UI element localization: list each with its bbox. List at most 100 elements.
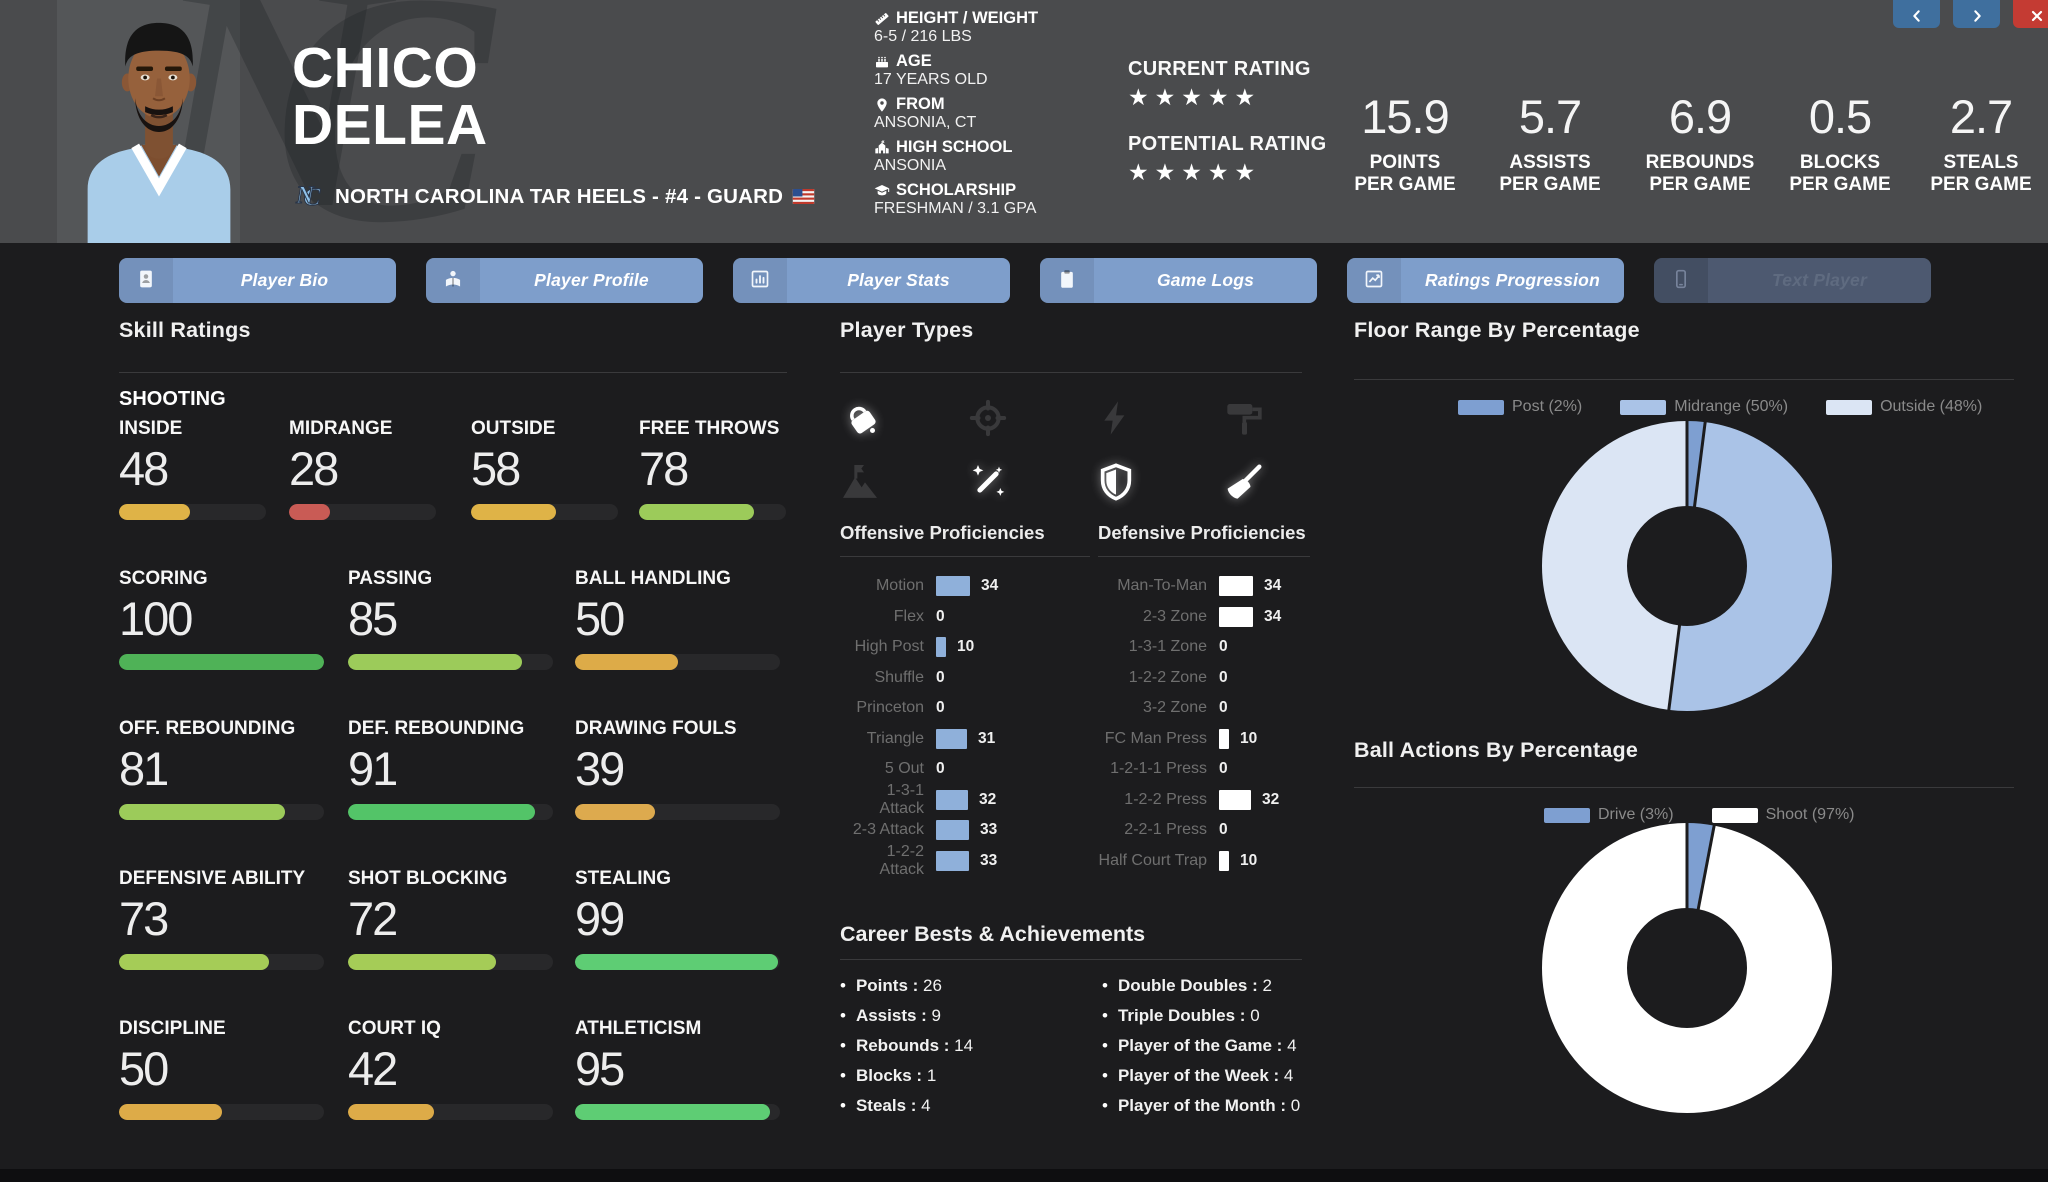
star-row: ★★★★★ bbox=[1128, 159, 1262, 185]
divider bbox=[840, 556, 1090, 557]
skill-value: 28 bbox=[289, 442, 339, 495]
proficiency-bar bbox=[1219, 789, 1251, 810]
career-item: Player of the Week : 4 bbox=[1102, 1066, 1300, 1088]
skill-label: BALL HANDLING bbox=[575, 568, 731, 589]
tab-label: Player Profile bbox=[534, 270, 649, 290]
legend-swatch bbox=[1544, 807, 1590, 823]
skill-label: PASSING bbox=[348, 568, 433, 589]
proficiency-bar bbox=[936, 576, 970, 596]
career-item: Blocks : 1 bbox=[840, 1066, 973, 1088]
proficiency-title: Offensive Proficiencies bbox=[840, 522, 1045, 543]
id-card-icon bbox=[136, 269, 156, 292]
tab-player-bio[interactable]: Player Bio bbox=[119, 258, 396, 303]
proficiency-row: Princeton 0 bbox=[840, 697, 1090, 719]
bio-value: 17 YEARS OLD bbox=[874, 71, 988, 88]
bio-label-text: SCHOLARSHIP bbox=[896, 181, 1017, 199]
stat-value: 15.9 bbox=[1361, 90, 1449, 143]
proficiency-row: Motion 34 bbox=[840, 575, 1090, 597]
chart-line-icon bbox=[1364, 269, 1384, 292]
career-item: Player of the Month : 0 bbox=[1102, 1096, 1300, 1118]
proficiency-row: 1-3-1 Attack 32 bbox=[840, 782, 1090, 817]
skill-bar-fill bbox=[119, 654, 324, 670]
bio-label: FROM bbox=[874, 95, 1104, 114]
legend-label: Outside (48%) bbox=[1880, 398, 1983, 415]
bucket-icon bbox=[840, 398, 880, 438]
proficiency-value: 32 bbox=[979, 790, 997, 808]
career-bests-section: Career Bests & Achievements Points : 26 A… bbox=[840, 922, 1310, 1115]
skill-bar-track bbox=[575, 1104, 780, 1120]
donut-slice-midrange bbox=[1542, 421, 1832, 711]
skill-value: 48 bbox=[119, 442, 169, 495]
bio-label: AGE bbox=[874, 52, 1104, 71]
proficiency-value: 0 bbox=[1219, 760, 1228, 777]
next-button[interactable] bbox=[1953, 0, 2000, 28]
team-watermark-logo: NC bbox=[150, 0, 494, 243]
skill-ratings-section: Skill Ratings SHOOTING INSIDE 48 MIDRANGE 2… bbox=[119, 310, 787, 1170]
tab-ratings-progression[interactable]: Ratings Progression bbox=[1347, 258, 1624, 303]
skill-value: 81 bbox=[119, 742, 169, 795]
profile-tabs: Player Bio Player Profile Player Stats Game… bbox=[0, 258, 2048, 304]
star-ratings: CURRENT RATING ★★★★★ POTENTIAL RATING ★★★★★ bbox=[1128, 58, 1327, 208]
proficiency-row: 1-3-1 Zone 0 bbox=[1098, 636, 1310, 658]
skill-value: 100 bbox=[119, 592, 193, 645]
proficiency-value: 0 bbox=[936, 760, 945, 777]
bolt-icon bbox=[1096, 398, 1136, 438]
legend-item: Drive (3%) bbox=[1544, 806, 1674, 824]
stat-label: BLOCKS PER GAME bbox=[1789, 152, 1891, 195]
skill-value: 78 bbox=[639, 442, 689, 495]
legend-label: Post (2%) bbox=[1512, 398, 1583, 415]
stat-label: POINTS PER GAME bbox=[1354, 152, 1456, 195]
divider bbox=[1354, 787, 2014, 788]
proficiency-value: 0 bbox=[1219, 668, 1228, 686]
player-bio-list: HEIGHT / WEIGHT 6-5 / 216 LBS AGE 17 YEARS … bbox=[874, 9, 1104, 224]
skill-stealing: STEALING 99 bbox=[575, 868, 780, 970]
skill-label: COURT IQ bbox=[348, 1018, 441, 1039]
tab-label: Game Logs bbox=[1156, 270, 1255, 290]
skill-bar-track bbox=[119, 654, 324, 670]
proficiency-label: 1-2-1-1 Press bbox=[1110, 760, 1207, 777]
skill-value: 91 bbox=[348, 742, 398, 795]
skill-drawing-fouls: DRAWING FOULS 39 bbox=[575, 718, 780, 820]
bio-label-text: HEIGHT / WEIGHT bbox=[896, 9, 1039, 27]
proficiency-label: 3-2 Zone bbox=[1142, 699, 1207, 716]
proficiency-value: 10 bbox=[1240, 851, 1258, 869]
stat-column: 5.7 ASSISTS PER GAME bbox=[1475, 92, 1625, 196]
skill-bar-track bbox=[348, 1104, 553, 1120]
proficiency-bar bbox=[936, 789, 968, 810]
proficiency-bar bbox=[1219, 576, 1253, 596]
proficiency-label: 1-2-2 Attack bbox=[879, 842, 924, 878]
bio-label: HEIGHT / WEIGHT bbox=[874, 9, 1104, 28]
proficiency-row: Flex 0 bbox=[840, 606, 1090, 628]
skill-label: OFF. REBOUNDING bbox=[119, 718, 296, 739]
tab-text-player[interactable]: Text Player bbox=[1654, 258, 1931, 303]
proficiency-label: 1-3-1 Zone bbox=[1128, 638, 1207, 655]
player-avatar bbox=[87, 22, 231, 243]
skill-value: 50 bbox=[575, 592, 625, 645]
tab-game-logs[interactable]: Game Logs bbox=[1040, 258, 1317, 303]
tab-player-stats[interactable]: Player Stats bbox=[733, 258, 1010, 303]
rating-block: POTENTIAL RATING ★★★★★ bbox=[1128, 133, 1327, 186]
proficiency-bar bbox=[936, 850, 969, 871]
skill-bar-track bbox=[471, 504, 618, 520]
proficiency-value: 0 bbox=[936, 699, 945, 716]
player-first-name: CHICO bbox=[292, 36, 479, 100]
skill-off-rebounding: OFF. REBOUNDING 81 bbox=[119, 718, 324, 820]
prev-button[interactable] bbox=[1893, 0, 1940, 28]
proficiency-row: 2-3 Attack 33 bbox=[840, 819, 1090, 841]
svg-text:N: N bbox=[295, 183, 315, 209]
proficiency-label: Princeton bbox=[856, 699, 924, 716]
tab-player-profile[interactable]: Player Profile bbox=[426, 258, 703, 303]
middle-column: Player Types Offensive Proficiencies Moti… bbox=[840, 310, 1310, 1170]
career-item: Steals : 4 bbox=[840, 1096, 973, 1118]
legend-swatch bbox=[1826, 399, 1873, 415]
skill-midrange: MIDRANGE 28 bbox=[289, 418, 436, 520]
career-item: Rebounds : 14 bbox=[840, 1036, 973, 1058]
stat-label: STEALS PER GAME bbox=[1930, 152, 2032, 195]
broom-icon bbox=[1224, 462, 1264, 502]
skill-inside: INSIDE 48 bbox=[119, 418, 266, 520]
skill-bar-fill bbox=[119, 954, 269, 970]
book-user-icon bbox=[443, 269, 463, 292]
legend-swatch bbox=[1711, 807, 1758, 823]
close-button[interactable] bbox=[2013, 0, 2048, 28]
